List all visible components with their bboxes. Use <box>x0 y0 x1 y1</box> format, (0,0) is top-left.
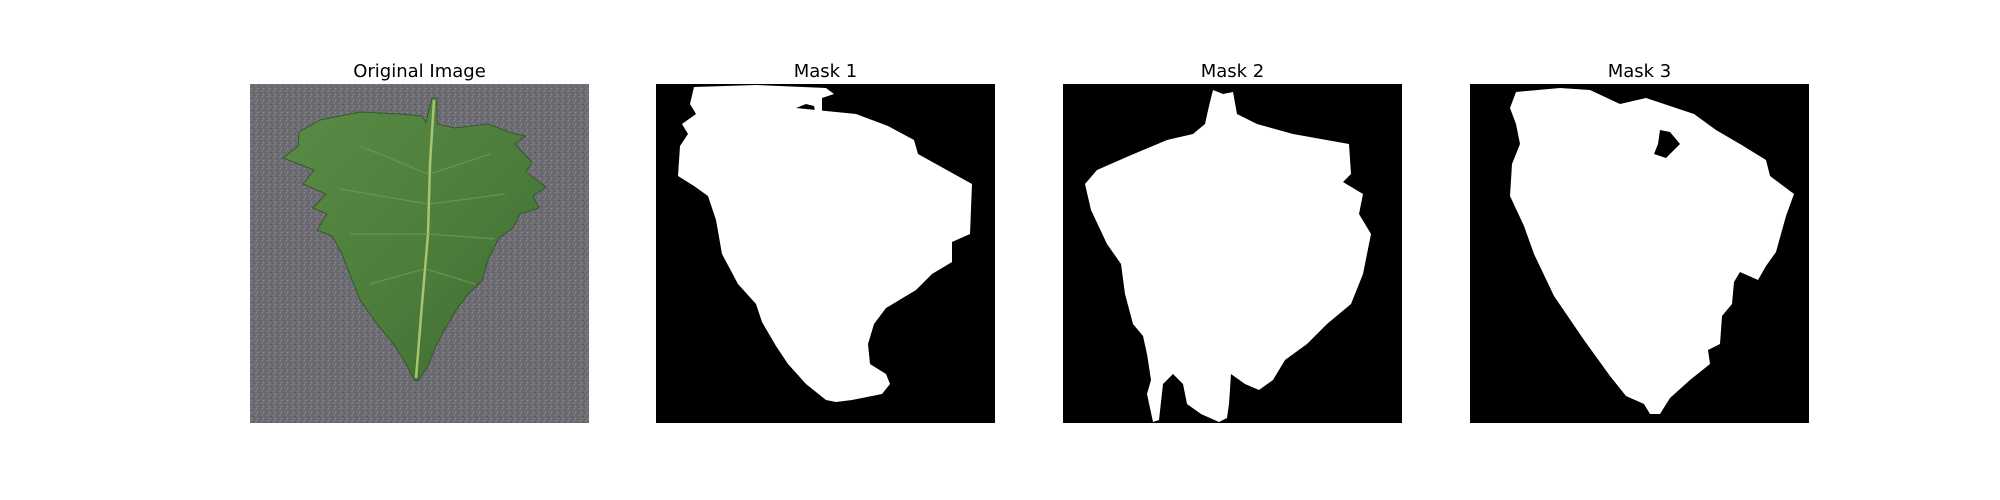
mask-2-image <box>1063 84 1402 423</box>
leaf-photo-icon <box>282 97 547 382</box>
mask-2-region <box>1085 90 1371 422</box>
mask-1-image <box>656 84 995 423</box>
panel-title: Mask 3 <box>1607 61 1672 82</box>
mask-3-image <box>1470 84 1809 423</box>
panel-title: Original Image <box>353 61 486 82</box>
leaf-photo <box>250 84 589 423</box>
panel-title: Mask 1 <box>793 61 858 82</box>
mask-1-region <box>678 85 972 402</box>
mask-3-region <box>1510 88 1794 414</box>
panel-title: Mask 2 <box>1200 61 1265 82</box>
